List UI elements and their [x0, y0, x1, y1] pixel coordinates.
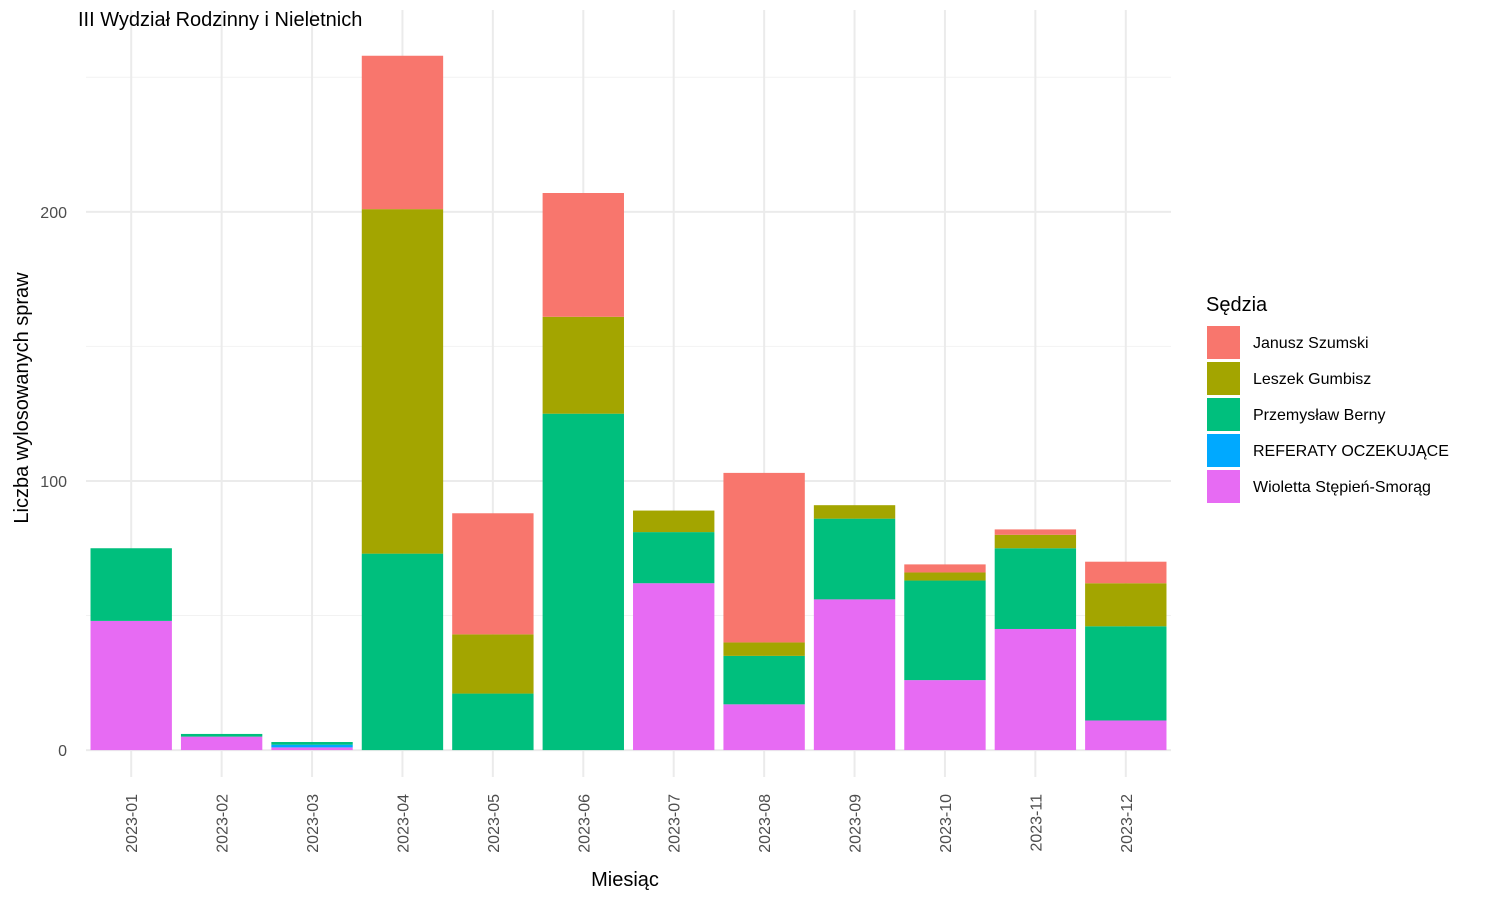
- bar-segment: 2023-01 — Przemysław Berny: 27: [90, 548, 172, 621]
- bar-segment: 2023-10 — Przemysław Berny: 37: [904, 580, 986, 681]
- bars-layer: 2023-01 — Wioletta Stępień-Smorąg: 48202…: [90, 55, 1167, 751]
- x-tick-label: 2023-09: [848, 794, 865, 853]
- x-tick-label: 2023-04: [395, 794, 412, 853]
- bar-segment: 2023-04 — Janusz Szumski: 57: [361, 55, 444, 210]
- bar-segment: 2023-10 — Wioletta Stępień-Smorąg: 26: [904, 680, 986, 751]
- x-tick-label: 2023-07: [667, 794, 684, 853]
- bar-segment: 2023-07 — Wioletta Stępień-Smorąg: 62: [633, 583, 715, 751]
- bar-segment: 2023-12 — Przemysław Berny: 35: [1085, 626, 1167, 721]
- legend-swatch: [1207, 398, 1240, 431]
- bar-segment: 2023-09 — Przemysław Berny: 30: [813, 518, 896, 600]
- x-tick-label: 2023-11: [1028, 794, 1045, 852]
- legend-label: Przemysław Berny: [1253, 407, 1385, 424]
- bar-segment: 2023-08 — Wioletta Stępień-Smorąg: 17: [723, 704, 805, 751]
- x-tick-label: 2023-12: [1119, 794, 1136, 853]
- legend: Sędzia Janusz Szumski Leszek Gumbisz Przem…: [1206, 294, 1449, 503]
- x-tick-label: 2023-02: [215, 794, 232, 853]
- x-tick-label: 2023-01: [124, 794, 141, 853]
- bar-segment: 2023-09 — Leszek Gumbisz: 5: [813, 505, 896, 519]
- bar-segment: 2023-12 — Wioletta Stępień-Smorąg: 11: [1085, 720, 1167, 751]
- legend-swatch: [1207, 326, 1240, 359]
- x-tick-label: 2023-10: [938, 794, 955, 853]
- bar-segment: 2023-05 — Przemysław Berny: 21: [452, 693, 534, 751]
- legend-swatch: [1207, 362, 1240, 395]
- bar-segment: 2023-07 — Przemysław Berny: 19: [633, 532, 715, 584]
- x-tick-label: 2023-03: [305, 794, 322, 853]
- bar-segment: 2023-06 — Przemysław Berny: 125: [542, 413, 624, 751]
- bar-segment: 2023-04 — Leszek Gumbisz: 128: [361, 209, 444, 554]
- bar-segment: 2023-01 — Wioletta Stępień-Smorąg: 48: [90, 620, 172, 751]
- bar-segment: 2023-08 — Leszek Gumbisz: 5: [723, 642, 805, 656]
- bar-segment: 2023-03 — REFERATY OCZEKUJĄCE: 1: [271, 744, 353, 748]
- y-axis-ticks: 0 100 200: [40, 205, 67, 760]
- bar-segment: 2023-05 — Janusz Szumski: 45: [452, 513, 534, 635]
- bar-segment: 2023-08 — Janusz Szumski: 63: [723, 472, 805, 643]
- bar-segment: 2023-02 — Wioletta Stępień-Smorąg: 5: [180, 736, 263, 751]
- bar-segment: 2023-08 — Przemysław Berny: 18: [723, 655, 805, 705]
- chart-title: III Wydział Rodzinny i Nieletnich: [78, 9, 362, 31]
- bar-segment: 2023-06 — Leszek Gumbisz: 36: [542, 316, 624, 414]
- bar-segment: 2023-11 — Wioletta Stępień-Smorąg: 45: [994, 628, 1077, 751]
- bar-segment: 2023-10 — Leszek Gumbisz: 3: [904, 572, 986, 581]
- bar-segment: 2023-07 — Leszek Gumbisz: 8: [633, 510, 715, 533]
- y-tick-label: 100: [40, 474, 67, 491]
- bar-segment: 2023-05 — Leszek Gumbisz: 22: [452, 634, 534, 694]
- bar-segment: 2023-09 — Wioletta Stępień-Smorąg: 56: [813, 599, 896, 751]
- bar-segment: 2023-12 — Leszek Gumbisz: 16: [1085, 583, 1167, 627]
- x-axis-label: Miesiąc: [591, 869, 659, 891]
- x-tick-label: 2023-05: [486, 794, 503, 853]
- x-axis-ticks: 2023-01 2023-02 2023-03 2023-04 2023-05 2023-…: [124, 794, 1136, 853]
- bar-segment: 2023-04 — Przemysław Berny: 73: [361, 553, 444, 751]
- bar-segment: 2023-11 — Janusz Szumski: 2: [994, 529, 1077, 535]
- bar-segment: 2023-02 — Przemysław Berny: 1: [180, 733, 263, 737]
- legend-swatch: [1207, 434, 1240, 467]
- legend-label: REFERATY OCZEKUJĄCE: [1253, 443, 1449, 460]
- y-tick-label: 200: [40, 205, 67, 222]
- bar-segment: 2023-03 — Wioletta Stępień-Smorąg: 1: [271, 747, 353, 751]
- bar-segment: 2023-12 — Janusz Szumski: 8: [1085, 561, 1167, 584]
- bar-segment: 2023-03 — Przemysław Berny: 1: [271, 742, 353, 745]
- legend-title: Sędzia: [1206, 294, 1268, 316]
- bar-segment: 2023-06 — Janusz Szumski: 46: [542, 193, 624, 317]
- x-tick-label: 2023-08: [757, 794, 774, 853]
- legend-label: Wioletta Stępień-Smorąg: [1253, 479, 1431, 496]
- bar-segment: 2023-11 — Przemysław Berny: 30: [994, 548, 1077, 629]
- x-tick-label: 2023-06: [576, 794, 593, 853]
- legend-label: Janusz Szumski: [1253, 335, 1369, 352]
- bar-segment: 2023-11 — Leszek Gumbisz: 5: [994, 534, 1077, 549]
- y-tick-label: 0: [58, 743, 67, 760]
- bar-segment: 2023-10 — Janusz Szumski: 3: [904, 564, 986, 573]
- y-axis-label: Liczba wylosowanych spraw: [11, 272, 33, 524]
- legend-label: Leszek Gumbisz: [1253, 371, 1371, 388]
- legend-swatch: [1207, 470, 1240, 503]
